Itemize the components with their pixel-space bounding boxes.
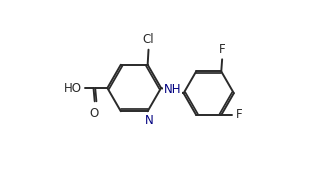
Text: F: F — [236, 108, 242, 121]
Text: Cl: Cl — [143, 33, 154, 46]
Text: HO: HO — [64, 81, 81, 95]
Text: F: F — [219, 43, 225, 56]
Text: N: N — [145, 114, 154, 127]
Text: NH: NH — [164, 83, 181, 96]
Text: O: O — [89, 107, 99, 120]
